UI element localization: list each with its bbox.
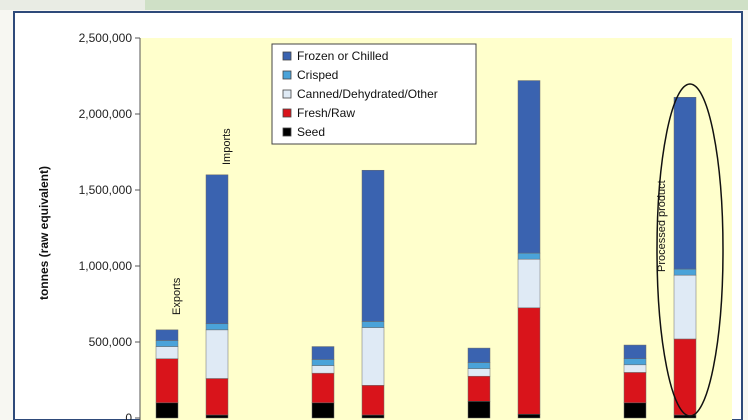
annotation-label: Processed product [656,180,668,272]
bar-segment [311,372,335,404]
bar-segment [311,365,335,374]
legend-swatch [282,89,292,99]
y-tick-label: 2,000,000 [79,107,133,121]
legend-swatch [282,51,292,61]
bar-segment [673,268,697,276]
top-band [0,0,748,10]
bar-segment [467,368,491,377]
bar-segment [205,323,229,331]
bar-segment [623,358,647,366]
legend-label: Fresh/Raw [297,106,355,120]
bar-segment [623,344,647,359]
bar-segment [205,329,229,379]
bar-segment [361,327,385,386]
y-tick-label: 2,500,000 [79,31,133,45]
bar-segment [673,97,697,270]
bar-segment [361,321,385,328]
bar-segment [311,402,335,419]
bar-segment [467,375,491,402]
bar-segment [517,413,541,419]
y-axis-label: tonnes (raw equivalent) [37,166,51,300]
bars-layer [155,80,697,419]
bar-segment [517,258,541,309]
legend-label: Seed [297,125,325,139]
bar-segment [623,402,647,419]
y-tick-label: 1,000,000 [79,259,133,273]
legend-swatch [282,127,292,137]
bar-segment [155,340,179,347]
bar-segment [205,414,229,419]
annotation-label: Exports [171,277,183,315]
bar-segment [467,362,491,369]
bar-segment [155,329,179,341]
bar-segment [467,347,491,363]
bar-segment [517,307,541,415]
annotations: Exports Imports Processed product [171,83,724,417]
bar-segment [517,80,541,254]
bar-segment [623,364,647,373]
bar-segment [155,402,179,419]
bar-segment [155,358,179,404]
bar-segment [311,359,335,366]
bar-segment [311,346,335,360]
bar-segment [205,174,229,325]
bar-segment [673,274,697,340]
y-tick-label: 0 [125,411,132,420]
y-axis: 0 500,000 1,000,000 1,500,000 2,000,000 2,500… [79,31,141,420]
top-band-left [0,0,145,10]
legend-label: Frozen or Chilled [297,49,388,63]
bar-segment [361,385,385,416]
annotation-label: Imports [221,128,233,165]
highlight-ellipse [656,83,724,417]
bar-segment [361,169,385,322]
legend-label: Crisped [297,68,338,82]
bar-segment [361,414,385,419]
bar-segment [467,401,491,419]
legend-swatch [282,108,292,118]
bar-segment [205,378,229,416]
y-tick-label: 500,000 [89,335,133,349]
bar-segment [155,346,179,359]
bar-segment [623,372,647,404]
legend-swatch [282,70,292,80]
y-tick-label: 1,500,000 [79,183,133,197]
legend-box [271,43,477,145]
bar-segment [517,252,541,260]
legend: Frozen or Chilled Crisped Canned/Dehydrate… [271,43,477,145]
legend-label: Canned/Dehydrated/Other [297,87,438,101]
